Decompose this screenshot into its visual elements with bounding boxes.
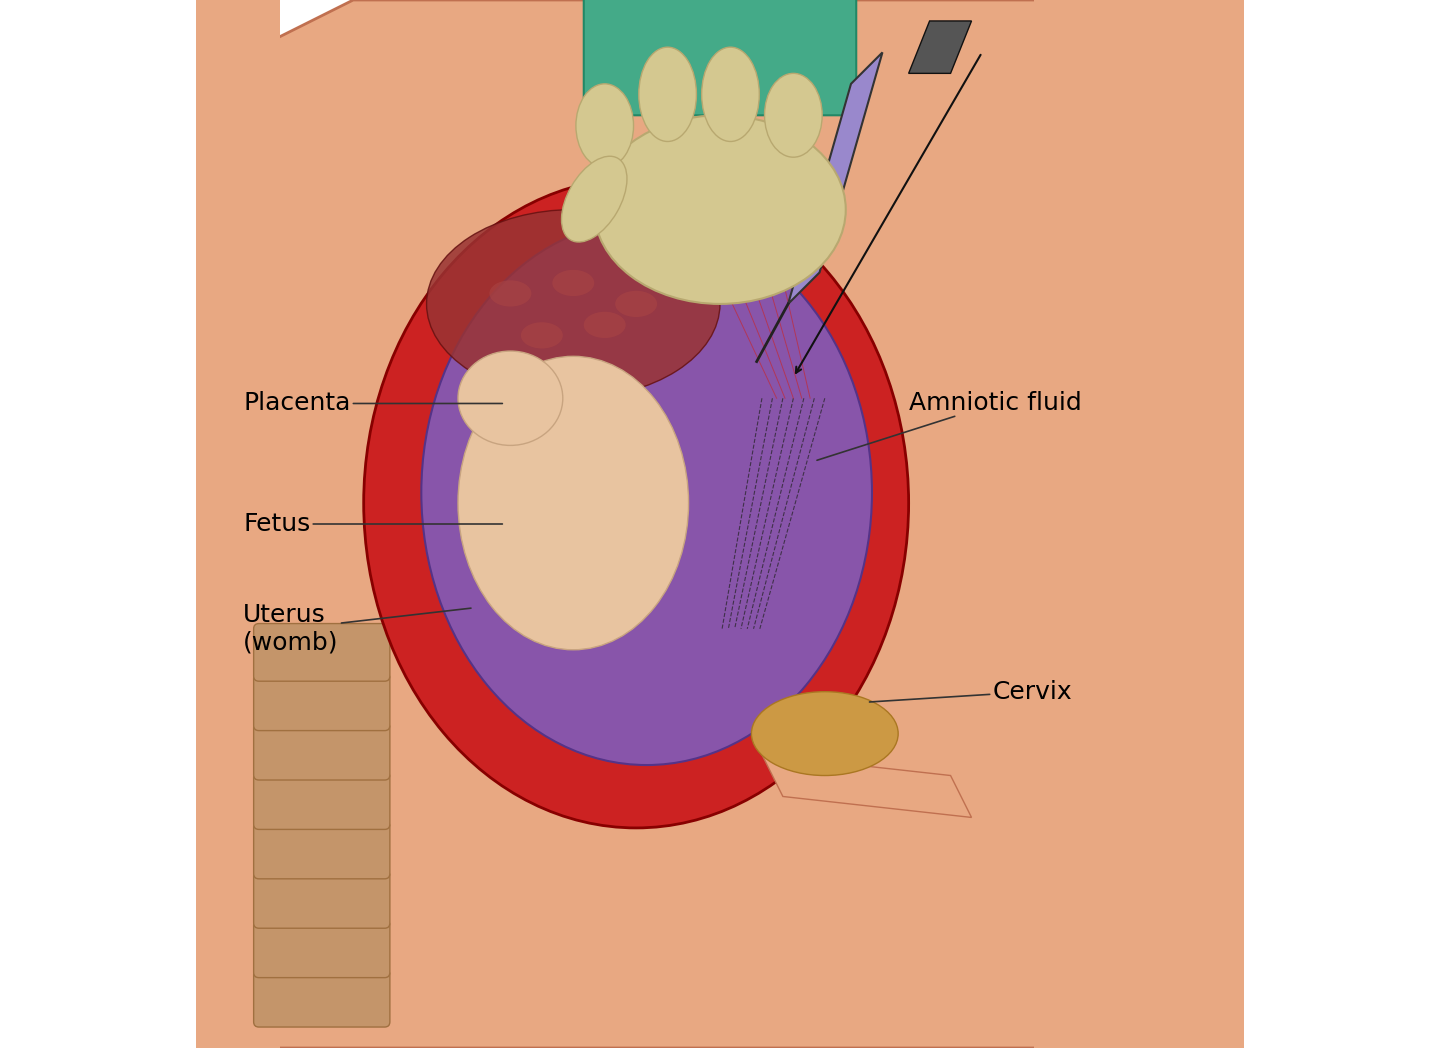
Polygon shape — [196, 0, 279, 1048]
FancyBboxPatch shape — [253, 920, 390, 978]
Ellipse shape — [765, 73, 822, 157]
FancyBboxPatch shape — [253, 624, 390, 681]
FancyBboxPatch shape — [253, 871, 390, 929]
FancyBboxPatch shape — [583, 0, 857, 115]
FancyBboxPatch shape — [253, 771, 390, 829]
Ellipse shape — [521, 322, 563, 348]
Ellipse shape — [553, 270, 595, 297]
FancyBboxPatch shape — [253, 822, 390, 879]
Ellipse shape — [752, 692, 899, 776]
Text: Uterus
(womb): Uterus (womb) — [243, 603, 471, 655]
Text: Amniotic fluid: Amniotic fluid — [816, 392, 1081, 460]
Ellipse shape — [576, 84, 634, 168]
Polygon shape — [909, 21, 972, 73]
Ellipse shape — [422, 220, 873, 765]
Ellipse shape — [595, 115, 845, 304]
Ellipse shape — [615, 291, 657, 318]
Polygon shape — [788, 52, 883, 304]
Text: Cervix: Cervix — [870, 680, 1073, 703]
Polygon shape — [762, 755, 972, 817]
Ellipse shape — [458, 356, 688, 650]
Ellipse shape — [701, 47, 759, 141]
Ellipse shape — [562, 156, 626, 242]
Ellipse shape — [639, 47, 697, 141]
Ellipse shape — [490, 281, 531, 307]
FancyBboxPatch shape — [253, 969, 390, 1027]
Text: Placenta: Placenta — [243, 392, 503, 415]
FancyBboxPatch shape — [253, 722, 390, 780]
Text: Fetus: Fetus — [243, 512, 503, 536]
FancyBboxPatch shape — [253, 673, 390, 730]
Ellipse shape — [364, 178, 909, 828]
Ellipse shape — [583, 312, 626, 339]
Polygon shape — [1034, 0, 1244, 1048]
Polygon shape — [249, 0, 1192, 1048]
Ellipse shape — [426, 210, 720, 398]
Ellipse shape — [458, 351, 563, 445]
